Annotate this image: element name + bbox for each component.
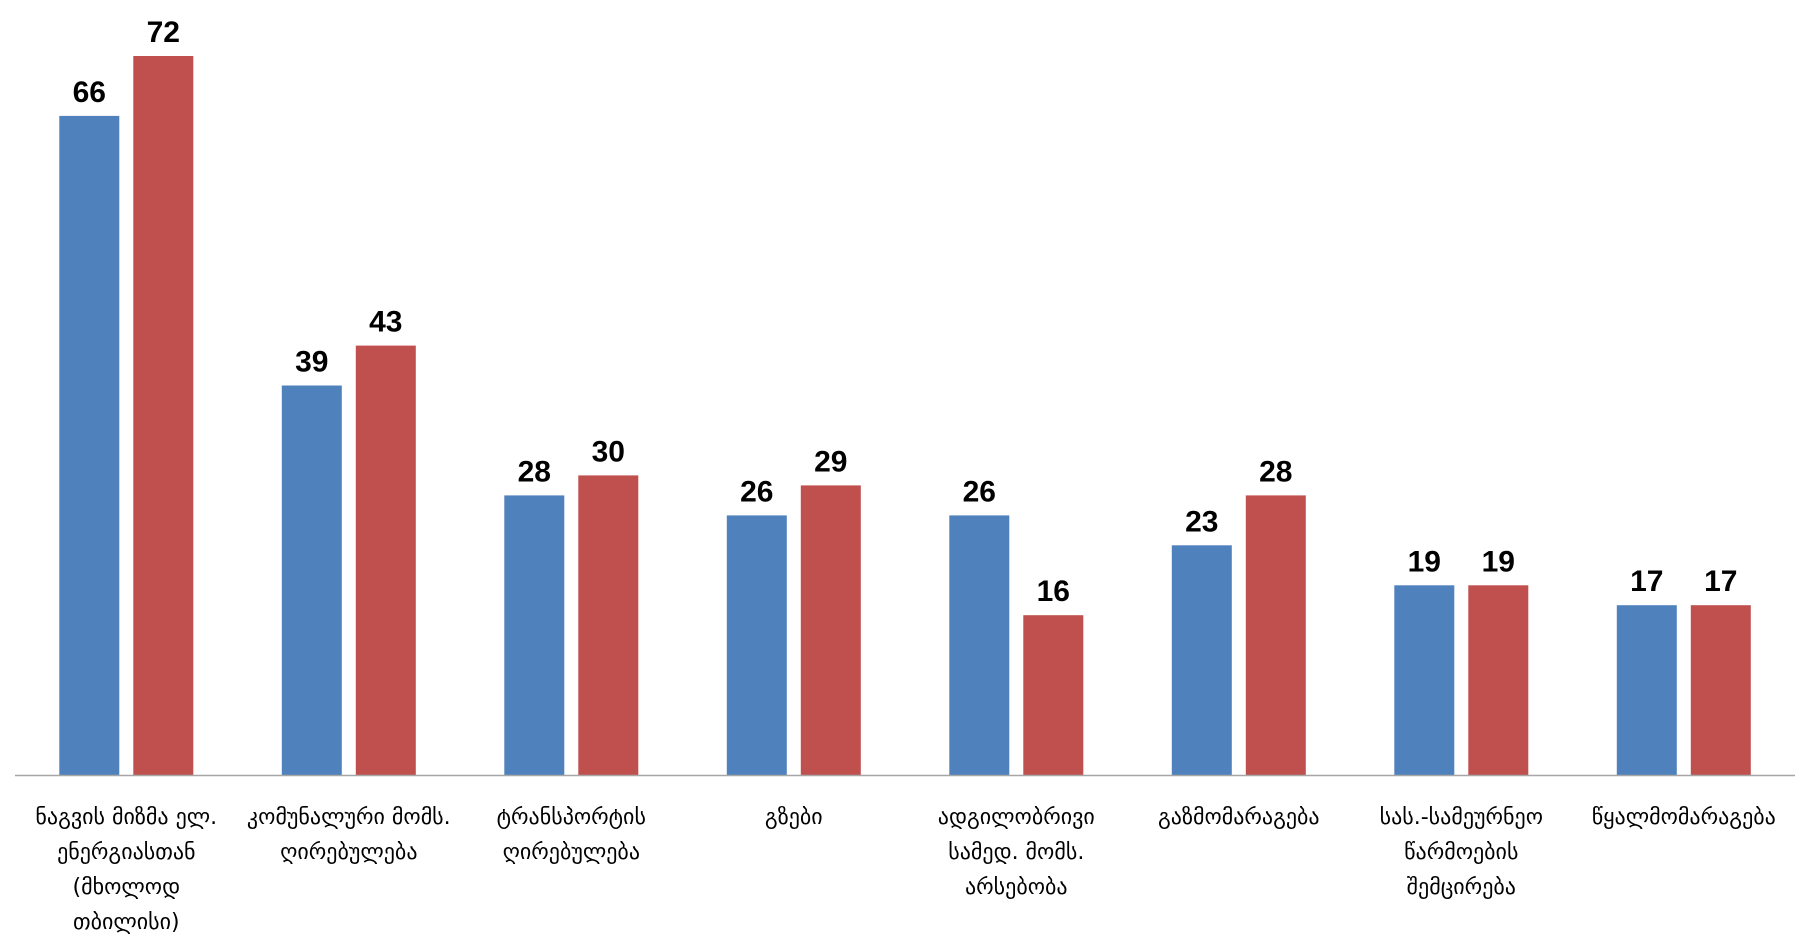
bars-layer xyxy=(59,56,1751,775)
data-label-series2-1: 72 xyxy=(147,16,180,49)
bar-series1-2 xyxy=(281,385,342,775)
bar-series2-1 xyxy=(133,56,194,775)
bar-series1-1 xyxy=(59,115,120,775)
category-label-4: გზები xyxy=(764,805,823,830)
data-label-series1-5: 26 xyxy=(963,475,996,508)
bar-series1-5 xyxy=(949,515,1010,775)
bar-series1-8 xyxy=(1616,605,1677,775)
value-labels-layer: 66 72 39 43 28 30 26 29 26 16 23 28 19 19 17 17 xyxy=(73,16,1738,608)
bar-series2-7 xyxy=(1468,585,1529,775)
data-label-series2-6: 28 xyxy=(1259,455,1292,488)
data-label-series1-6: 23 xyxy=(1185,505,1218,538)
data-label-series1-2: 39 xyxy=(295,346,328,379)
bar-series1-4 xyxy=(726,515,787,775)
data-label-series1-4: 26 xyxy=(740,475,773,508)
category-label-3: ტრანსპორტის ღირებულება xyxy=(496,805,646,865)
data-label-series1-8: 17 xyxy=(1630,565,1663,598)
category-label-5: ადგილობრივი სამედ. მომს. არსებობა xyxy=(937,805,1095,900)
bar-series1-7 xyxy=(1394,585,1455,775)
data-label-series2-3: 30 xyxy=(592,435,625,468)
bar-series1-3 xyxy=(504,495,565,775)
category-label-7: სას.-სამეურნეო წარმოების შემცირება xyxy=(1379,805,1543,900)
data-label-series2-5: 16 xyxy=(1037,575,1070,608)
data-label-series2-7: 19 xyxy=(1482,545,1515,578)
data-label-series1-7: 19 xyxy=(1408,545,1441,578)
category-label-2: კომუნალური მომს. ღირებულება xyxy=(246,805,451,865)
data-label-series1-3: 28 xyxy=(518,455,551,488)
data-label-series2-2: 43 xyxy=(369,306,402,339)
data-label-series2-4: 29 xyxy=(814,445,847,478)
category-label-6: გაზმომარაგება xyxy=(1157,805,1320,830)
bar-series2-2 xyxy=(355,345,416,775)
bar-series2-8 xyxy=(1690,605,1751,775)
data-label-series2-8: 17 xyxy=(1704,565,1737,598)
bar-series2-3 xyxy=(578,475,639,775)
bar-series2-5 xyxy=(1023,615,1084,775)
data-label-series1-1: 66 xyxy=(73,76,106,109)
category-label-8: წყალმომარაგება xyxy=(1591,805,1776,830)
category-label-1: ნაგვის მიზმა ელ. ენერგიასთან (მხოლოდ თბი… xyxy=(35,805,218,935)
bar-series2-6 xyxy=(1245,495,1306,775)
bar-series1-6 xyxy=(1171,545,1232,775)
bar-series2-4 xyxy=(800,485,861,775)
